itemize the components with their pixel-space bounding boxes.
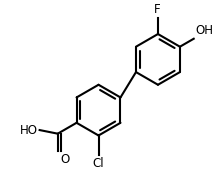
Text: HO: HO: [20, 124, 38, 136]
Text: O: O: [60, 153, 69, 166]
Text: F: F: [154, 3, 161, 16]
Text: Cl: Cl: [93, 157, 104, 170]
Text: OH: OH: [195, 24, 213, 37]
